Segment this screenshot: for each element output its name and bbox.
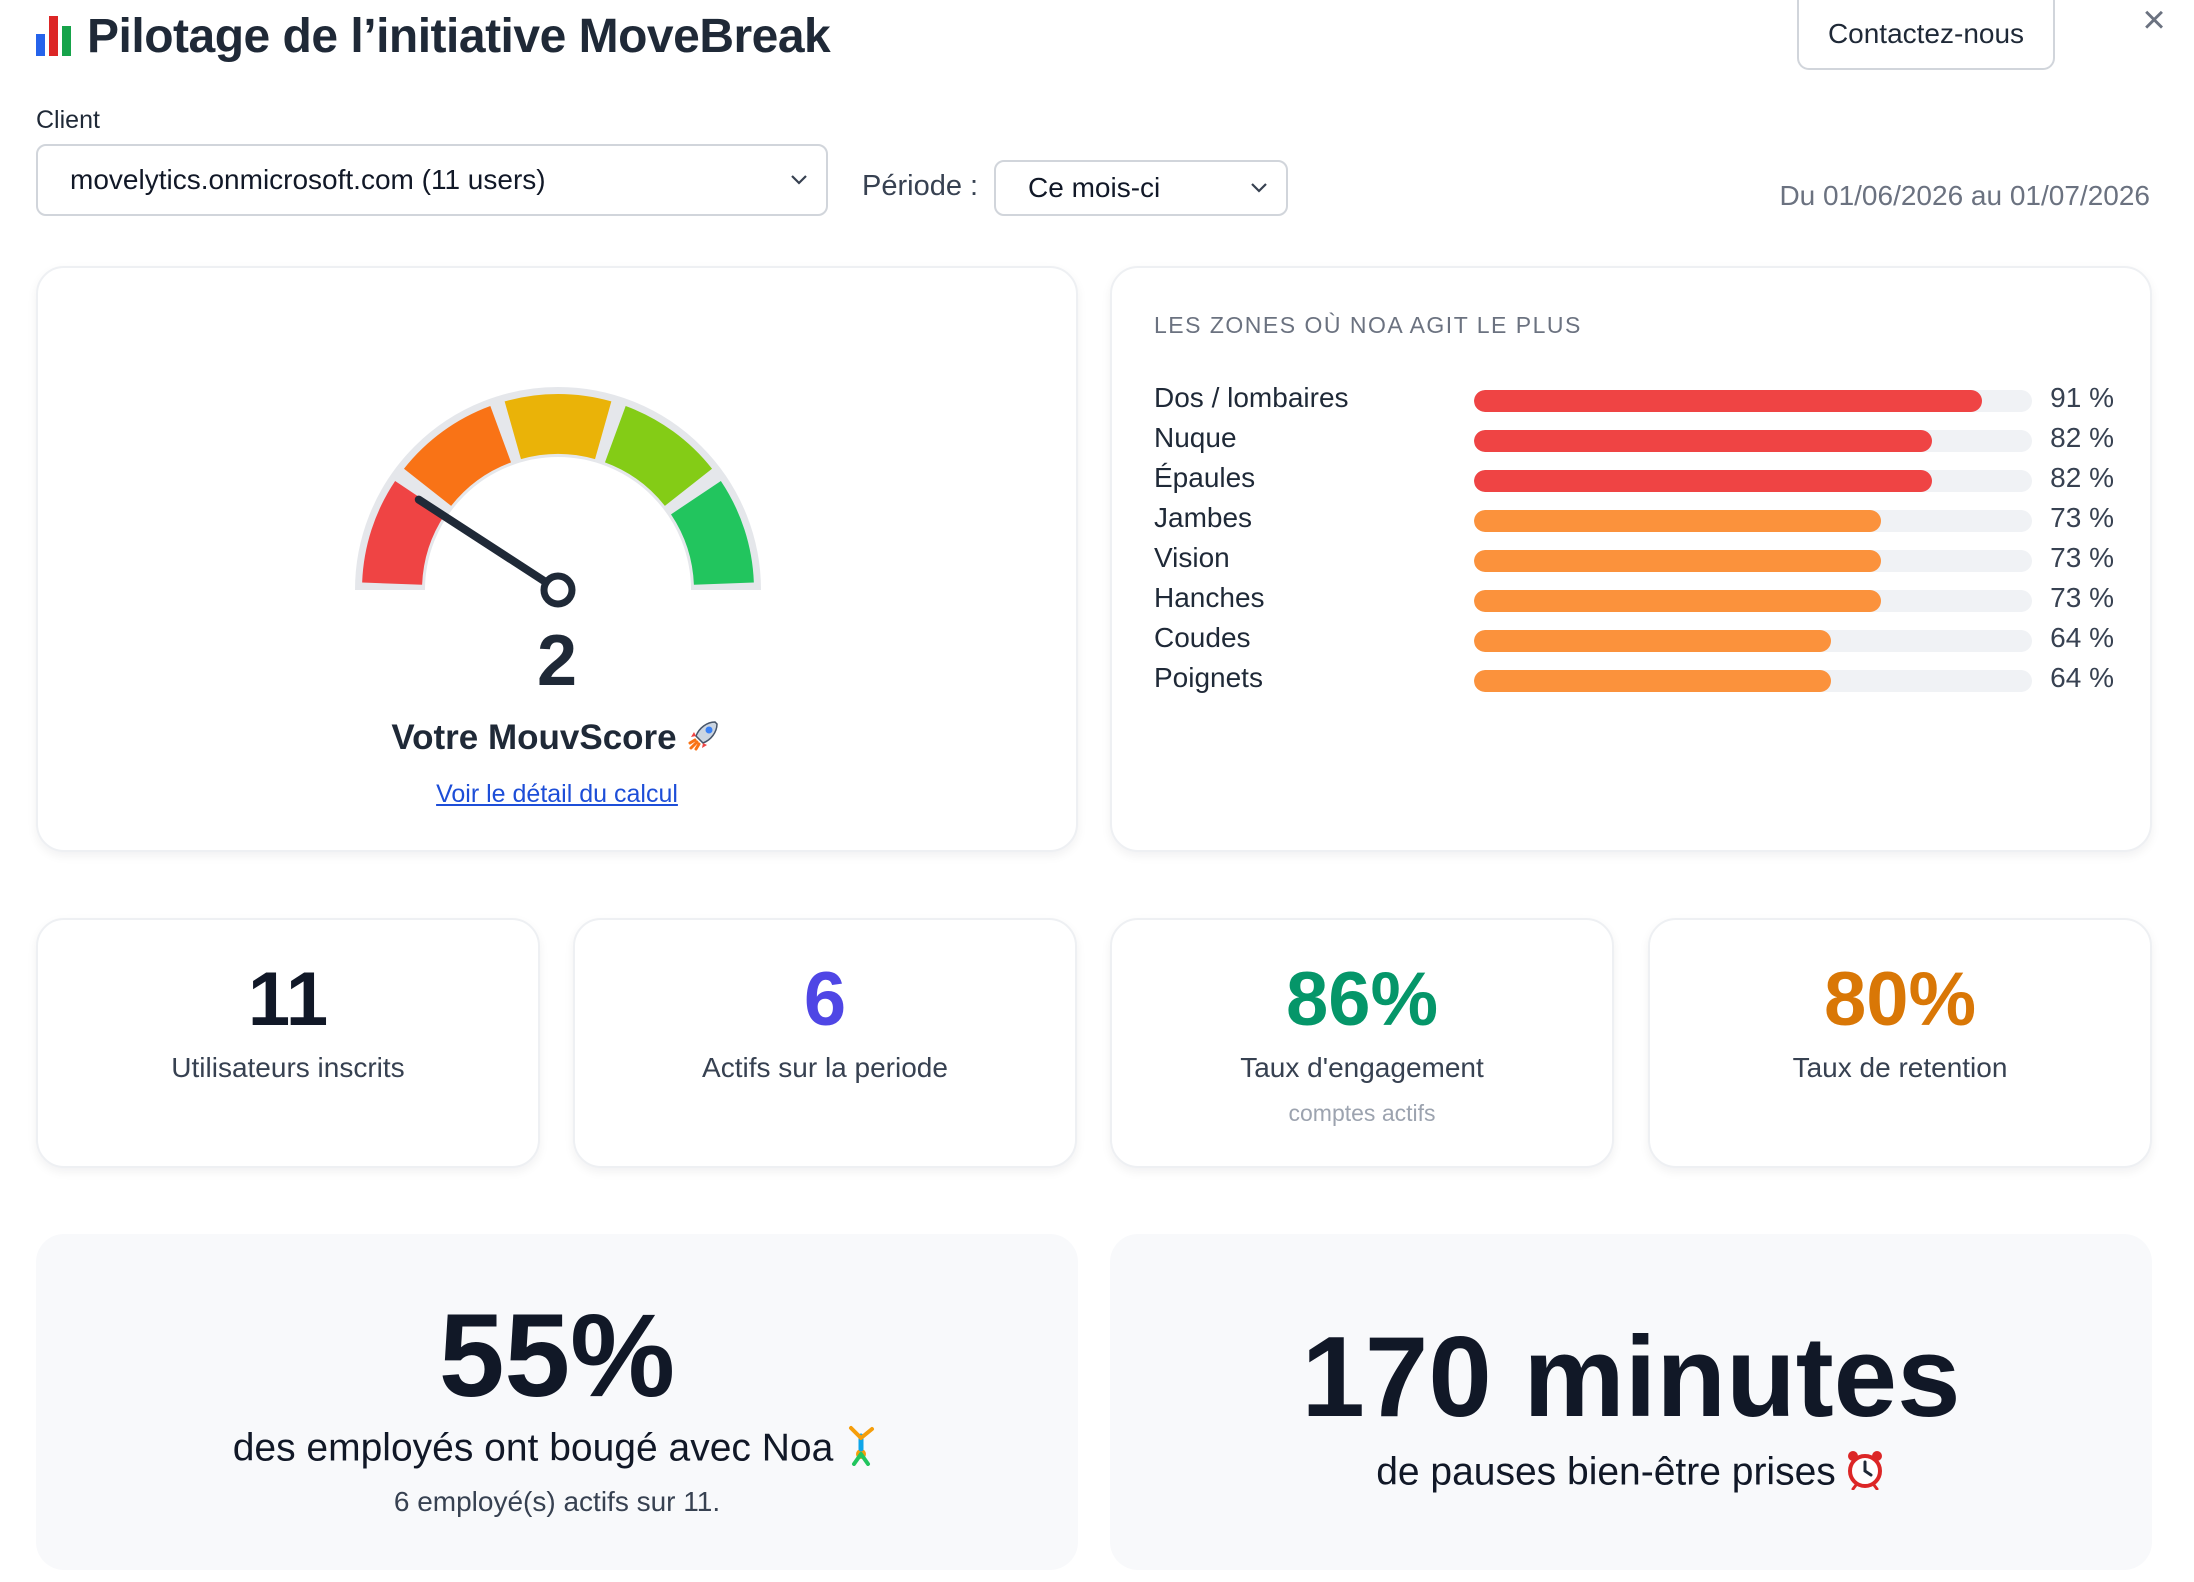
zone-name: Poignets: [1154, 662, 1263, 693]
zone-row: Vision 73 %: [1154, 538, 2114, 578]
zone-bar-track: [1474, 390, 2032, 412]
stat-label: Actifs sur la periode: [702, 1052, 948, 1083]
stat-value: 86%: [1285, 957, 1439, 1042]
page-title-text: Pilotage de l’initiative MoveBreak: [87, 9, 831, 63]
period-select[interactable]: Ce mois-ci: [994, 160, 1288, 216]
stat-label: Taux de retention: [1792, 1052, 2008, 1083]
stat-card-engagement: 86% Taux d'engagement comptes actifs: [1110, 918, 1614, 1168]
stat-label: Taux d'engagement: [1240, 1052, 1484, 1083]
zone-bar-fill: [1474, 590, 1882, 612]
zone-percent: 82 %: [2050, 462, 2114, 493]
zone-percent: 91 %: [2050, 382, 2114, 413]
gauge-segment: [403, 406, 512, 507]
zone-bar-track: [1474, 430, 2032, 452]
zone-name: Jambes: [1154, 502, 1253, 533]
chevron-down-icon: [788, 169, 810, 191]
zone-percent: 82 %: [2050, 422, 2114, 453]
zone-name: Dos / lombaires: [1154, 382, 1349, 413]
zone-bar-fill: [1474, 430, 1932, 452]
break-minutes-label: de pauses bien-être prises: [1110, 1448, 2152, 1500]
zone-name: Coudes: [1154, 622, 1251, 653]
zone-row: Jambes 73 %: [1154, 498, 2114, 538]
stat-sublabel: comptes actifs: [1288, 1100, 1436, 1126]
zone-bar-fill: [1474, 390, 1982, 412]
break-minutes-card: 170 minutes de pauses bien-être prises: [1110, 1234, 2152, 1570]
client-select[interactable]: movelytics.onmicrosoft.com (11 users): [36, 144, 828, 216]
gauge-segment: [670, 480, 754, 586]
rocket-icon: [685, 716, 723, 763]
zone-bar-fill: [1474, 630, 1832, 652]
gauge-needle: [414, 495, 562, 594]
client-select-value: movelytics.onmicrosoft.com (11 users): [70, 164, 546, 195]
gauge-hub: [540, 572, 576, 608]
zone-bar-track: [1474, 590, 2032, 612]
break-minutes-value: 170 minutes: [1301, 1314, 1961, 1441]
moved-sub: 6 employé(s) actifs sur 11.: [393, 1486, 721, 1517]
moved-employees-card: 55% des employés ont bougé avec Noa 6 em…: [36, 1234, 1078, 1570]
zones-card: LES ZONES OÙ NOA AGIT LE PLUS Dos / lomb…: [1110, 266, 2152, 852]
stat-value: 11: [247, 957, 329, 1042]
zone-percent: 64 %: [2050, 622, 2114, 653]
zone-bar-fill: [1474, 670, 1832, 692]
zone-name: Épaules: [1154, 462, 1256, 493]
stat-value: 80%: [1823, 957, 1977, 1042]
period-label: Période :: [862, 170, 979, 202]
zone-bar-fill: [1474, 470, 1932, 492]
zone-percent: 73 %: [2050, 502, 2114, 533]
close-icon[interactable]: ×: [2142, 0, 2166, 42]
zone-row: Poignets 64 %: [1154, 658, 2114, 698]
mouvscore-label-text: Votre MouvScore: [391, 717, 677, 757]
zone-name: Nuque: [1154, 422, 1237, 453]
zone-row: Hanches 73 %: [1154, 578, 2114, 618]
chevron-down-icon: [1248, 177, 1270, 199]
zone-percent: 64 %: [2050, 662, 2114, 693]
zone-row: Dos / lombaires 91 %: [1154, 378, 2114, 418]
zone-bar-fill: [1474, 510, 1882, 532]
zone-bar-track: [1474, 670, 2032, 692]
zone-name: Vision: [1154, 542, 1230, 573]
client-label: Client: [36, 106, 100, 134]
zone-bar-track: [1474, 550, 2032, 572]
zone-bar-fill: [1474, 550, 1882, 572]
mouvscore-gauge: [355, 387, 761, 608]
moved-label: des employés ont bougé avec Noa: [36, 1424, 1078, 1476]
bar-chart-icon: [36, 16, 71, 56]
gauge-segment: [604, 406, 713, 507]
stat-label: Utilisateurs inscrits: [171, 1052, 405, 1083]
mouvscore-label: Votre MouvScore: [38, 716, 1076, 763]
date-range: Du 01/06/2026 au 01/07/2026: [1779, 180, 2150, 211]
zone-row: Coudes 64 %: [1154, 618, 2114, 658]
zone-bar-track: [1474, 630, 2032, 652]
gauge-segment: [504, 394, 612, 460]
gymnast-icon: [841, 1424, 881, 1476]
score-detail-link[interactable]: Voir le détail du calcul: [436, 780, 678, 808]
stat-card-active: 6 Actifs sur la periode: [573, 918, 1077, 1168]
gauge-segment: [362, 480, 446, 586]
page-title: Pilotage de l’initiative MoveBreak: [36, 6, 831, 66]
zone-percent: 73 %: [2050, 582, 2114, 613]
break-minutes-label-text: de pauses bien-être prises: [1376, 1450, 1836, 1494]
stat-card-registered: 11 Utilisateurs inscrits: [36, 918, 540, 1168]
mouvscore-value: 2: [536, 621, 578, 701]
zone-row: Nuque 82 %: [1154, 418, 2114, 458]
zone-name: Hanches: [1154, 582, 1265, 613]
contact-button[interactable]: Contactez-nous: [1797, 0, 2055, 70]
moved-label-text: des employés ont bougé avec Noa: [232, 1426, 834, 1470]
alarm-clock-icon: [1844, 1448, 1886, 1500]
period-select-value: Ce mois-ci: [1028, 172, 1161, 203]
stat-card-retention: 80% Taux de retention: [1648, 918, 2152, 1168]
zone-row: Épaules 82 %: [1154, 458, 2114, 498]
zone-bar-track: [1474, 510, 2032, 532]
moved-percent: 55%: [438, 1290, 676, 1422]
mouvscore-card: 2 Votre MouvScore Voir le détail du calc…: [36, 266, 1078, 852]
zone-percent: 73 %: [2050, 542, 2114, 573]
zones-title: LES ZONES OÙ NOA AGIT LE PLUS: [1154, 312, 1582, 338]
zone-bar-track: [1474, 470, 2032, 492]
stat-value: 6: [803, 957, 847, 1042]
